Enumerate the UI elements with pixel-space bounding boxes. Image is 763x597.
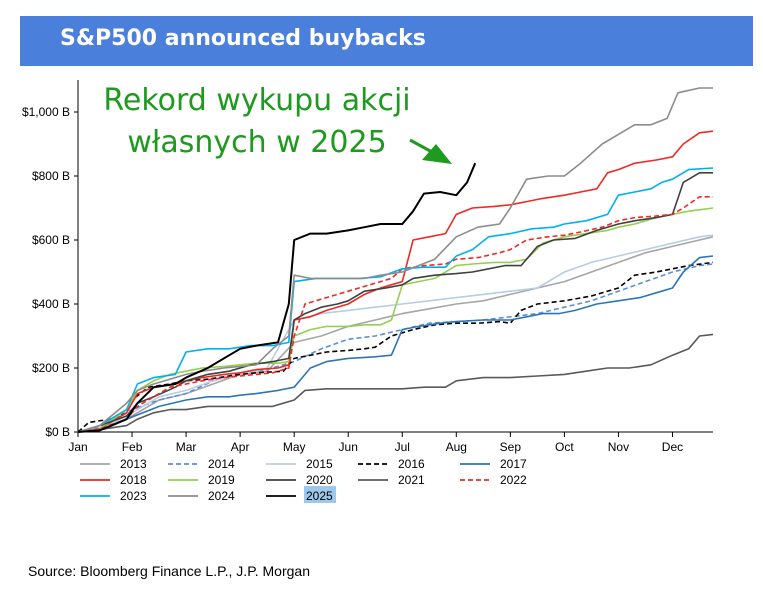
series-line-2020 <box>77 172 713 433</box>
y-tick-label: $800 B <box>32 169 70 183</box>
x-tick-label: Jul <box>395 440 410 454</box>
legend-label-2020: 2020 <box>306 473 333 487</box>
legend-label-2013: 2013 <box>120 457 147 471</box>
x-tick-label: Oct <box>555 440 574 454</box>
legend-label-2025: 2025 <box>306 489 333 503</box>
x-tick-label: Sep <box>500 440 522 454</box>
legend-label-2021: 2021 <box>398 473 425 487</box>
annotation-line-2: własnych w 2025 <box>127 125 386 160</box>
x-tick-label: Nov <box>608 440 629 454</box>
legend-label-2016: 2016 <box>398 457 425 471</box>
legend: 2013 2014 2015 2016 2017 2018 2019 2020 2021 2022… <box>80 457 527 503</box>
x-tick-label: Apr <box>231 440 250 454</box>
x-tick-label: Feb <box>122 440 143 454</box>
x-tick-label: Mar <box>176 440 197 454</box>
x-tick-label: May <box>283 440 306 454</box>
legend-label-2015: 2015 <box>306 457 333 471</box>
series-line-2021 <box>77 333 714 433</box>
series-line-2025 <box>77 162 477 433</box>
legend-label-2018: 2018 <box>120 473 147 487</box>
series-line-2024 <box>77 87 713 433</box>
legend-label-2017: 2017 <box>500 457 527 471</box>
series-line-2018 <box>77 130 714 433</box>
legend-label-2023: 2023 <box>120 489 147 503</box>
annotation: Rekord wykupu akcji własnych w 2025 <box>103 83 452 164</box>
y-tick-label: $0 B <box>45 425 70 439</box>
legend-highlight <box>304 486 336 503</box>
legend-label-2014: 2014 <box>208 457 235 471</box>
annotation-line-1: Rekord wykupu akcji <box>103 83 410 118</box>
series-line-2014 <box>77 263 714 433</box>
x-tick-label: Jun <box>339 440 358 454</box>
legend-label-2024: 2024 <box>208 489 235 503</box>
series-line-2015 <box>77 234 714 433</box>
chart-title: S&P500 announced buybacks <box>60 26 426 51</box>
x-tick-label: Aug <box>446 440 467 454</box>
series-layer <box>77 87 714 433</box>
annotation-arrow-head <box>422 144 452 164</box>
series-line-2019 <box>77 207 714 433</box>
y-tick-label: $600 B <box>32 233 70 247</box>
y-tick-label: $1,000 B <box>22 105 70 119</box>
series-line-2023 <box>77 167 714 433</box>
x-tick-label: Dec <box>662 440 683 454</box>
axes: $0 B $200 B $400 B $600 B $800 B $1,000 B Jan F… <box>22 80 713 454</box>
source-note: Source: Bloomberg Finance L.P., J.P. Mor… <box>28 563 310 579</box>
y-tick-label: $200 B <box>32 361 70 375</box>
series-line-2016 <box>77 261 714 433</box>
legend-label-2019: 2019 <box>208 473 235 487</box>
series-line-2017 <box>77 255 714 433</box>
x-tick-label: Jan <box>68 440 87 454</box>
annotation-arrow-shaft <box>409 138 433 154</box>
y-tick-label: $400 B <box>32 297 70 311</box>
series-line-2022 <box>77 196 713 433</box>
title-bar: S&P500 announced buybacks <box>20 16 753 66</box>
legend-label-2022: 2022 <box>500 473 527 487</box>
